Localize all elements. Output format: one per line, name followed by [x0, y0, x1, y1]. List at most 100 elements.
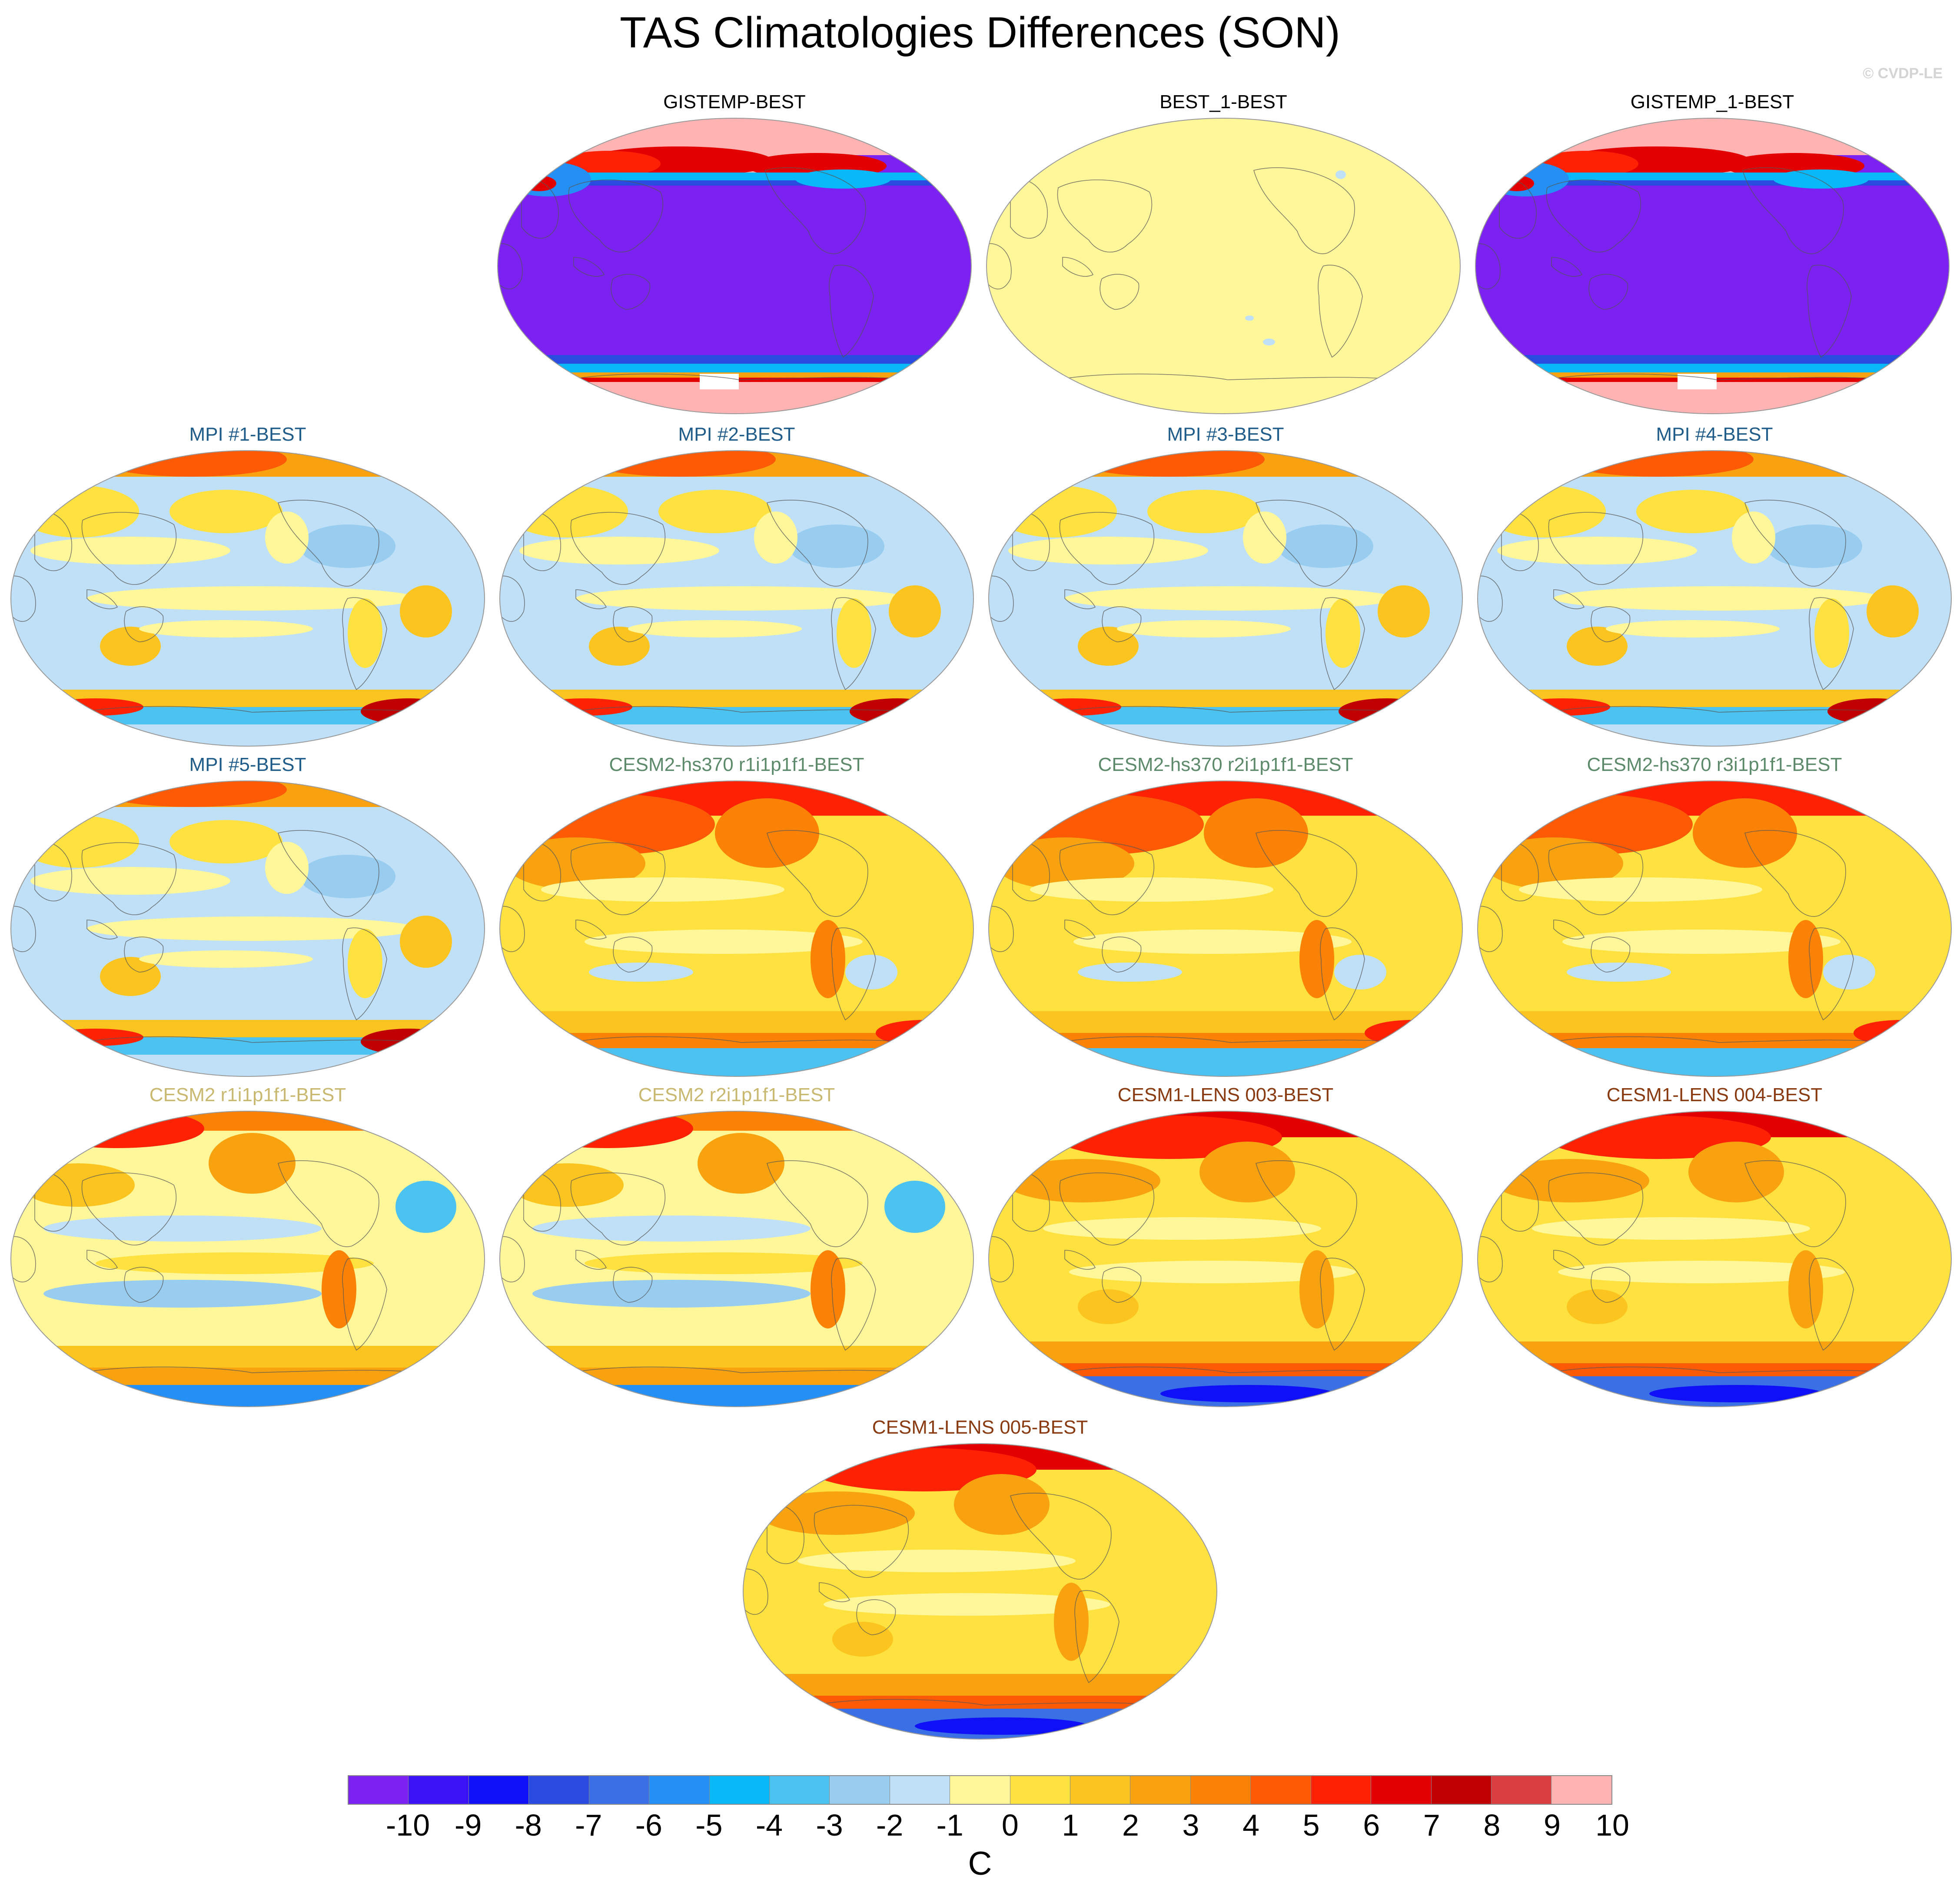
colorbar-swatch	[890, 1776, 950, 1804]
so-yellow	[11, 1346, 485, 1368]
coastline	[1744, 1160, 1846, 1247]
panel-title: CESM1-LENS 003-BEST	[1117, 1084, 1334, 1106]
coastline	[1499, 178, 1537, 239]
equ-yellow	[1562, 930, 1840, 954]
ant-deep-blue	[1160, 1385, 1334, 1402]
atl-warm	[1378, 585, 1430, 638]
map-border	[10, 450, 485, 747]
coastline	[86, 1250, 118, 1270]
coastline	[1256, 1160, 1357, 1247]
colorbar-swatch	[529, 1776, 589, 1804]
coastline	[34, 511, 72, 571]
coastline	[1548, 1172, 1644, 1245]
panel-title: CESM1-LENS 005-BEST	[872, 1417, 1088, 1438]
map-border	[988, 1111, 1463, 1407]
pac-yellow	[1532, 1217, 1810, 1240]
coastline	[1809, 1258, 1854, 1351]
pac-yellow	[1519, 877, 1762, 902]
aus-warm	[100, 957, 161, 996]
north-warm2	[169, 820, 282, 863]
coastline	[342, 1258, 387, 1351]
coastline	[568, 179, 664, 252]
blue-patch	[589, 963, 693, 982]
colorbar-tick-label: -5	[695, 1808, 723, 1842]
asia-orange	[1484, 837, 1623, 890]
aus-warm	[100, 627, 161, 666]
so-orange	[500, 1033, 973, 1048]
world-map	[1475, 446, 1953, 750]
coastline	[1553, 706, 1902, 714]
so-orange	[743, 1674, 1217, 1696]
coastline	[124, 936, 164, 973]
coastline	[1546, 179, 1641, 252]
sa-orange	[322, 1250, 356, 1328]
colorbar	[348, 1775, 1612, 1805]
colorbar-tick-label: -3	[816, 1808, 843, 1842]
coastline	[1548, 512, 1644, 585]
world-map	[498, 777, 976, 1081]
so-red	[1478, 1363, 1951, 1376]
south-band	[628, 620, 802, 638]
pac-blue	[300, 525, 395, 568]
atl-blue	[1823, 955, 1875, 989]
panel-title: GISTEMP_1-BEST	[1630, 91, 1794, 113]
panel-title: MPI #2-BEST	[678, 424, 795, 445]
coastline	[1064, 589, 1096, 609]
equ-yellow	[96, 1252, 374, 1274]
coastline	[1256, 830, 1357, 917]
map-panel: CESM2-hs370 r1i1p1f1-BEST	[498, 754, 976, 1084]
coastline	[1010, 178, 1048, 239]
arctic-orange	[11, 1111, 485, 1131]
map-panel: MPI #4-BEST	[1475, 424, 1953, 754]
colorbar-unit: C	[968, 1845, 992, 1882]
coastline	[1553, 1250, 1585, 1270]
coastline	[1253, 167, 1355, 254]
atl-blue	[1334, 955, 1386, 989]
coastline	[767, 1160, 868, 1247]
coastline	[1501, 511, 1539, 571]
colorbar-tick-label: -9	[455, 1808, 482, 1842]
coastline	[1100, 274, 1139, 310]
map-border	[1475, 118, 1950, 414]
world-map	[984, 114, 1462, 418]
colorbar-swatch	[409, 1776, 469, 1804]
coastline	[819, 1582, 850, 1602]
small-blue3	[1245, 315, 1254, 321]
arctic-red	[1562, 451, 1754, 477]
panel-title: BEST_1-BEST	[1159, 91, 1287, 113]
sa-orange	[1299, 920, 1334, 998]
colorbar-swatch	[1130, 1776, 1191, 1804]
sa-orange	[1054, 1583, 1089, 1661]
asia-orange	[995, 837, 1134, 890]
arctic-red	[1073, 451, 1265, 477]
small-blue	[1335, 170, 1346, 179]
sa-warm	[348, 929, 382, 998]
asia-orange	[758, 1491, 915, 1535]
asia-orange	[1493, 1159, 1649, 1202]
so-orange	[11, 1368, 485, 1385]
coastline	[1320, 927, 1365, 1021]
world-map	[9, 1107, 487, 1411]
colorbar-tick-label: -4	[755, 1808, 783, 1842]
colorbar-tick-label: 2	[1122, 1808, 1139, 1842]
coastline	[831, 1258, 876, 1351]
coastline	[1010, 1493, 1112, 1580]
sa-orange	[811, 920, 845, 998]
colorbar-tick-label: 0	[1001, 1808, 1019, 1842]
so-red	[876, 1020, 971, 1046]
north-east	[795, 169, 891, 189]
so-yellow	[500, 1346, 973, 1368]
coastline	[1064, 920, 1096, 940]
sa-orange	[811, 1250, 845, 1328]
coastline	[1744, 500, 1846, 587]
world-map	[987, 1107, 1465, 1411]
coastline	[856, 1599, 896, 1635]
so-orange	[989, 1341, 1462, 1363]
map-panel: CESM1-LENS 005-BEST	[741, 1417, 1219, 1747]
equ-band	[1065, 586, 1395, 611]
ant-blue	[989, 1048, 1462, 1076]
coastline	[81, 842, 177, 915]
pac-yellow	[1030, 877, 1273, 902]
coastline	[1591, 1267, 1631, 1303]
colorbar-swatch	[349, 1776, 409, 1804]
